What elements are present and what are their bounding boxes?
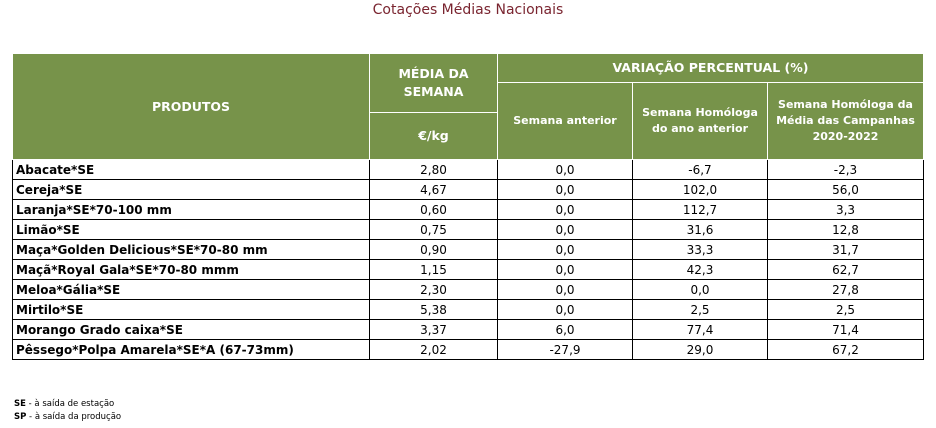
media-cell: 4,67 bbox=[370, 180, 498, 200]
legend-text: - à saída de estação bbox=[26, 399, 114, 409]
homologa-ano-cell: 102,0 bbox=[633, 180, 768, 200]
homologa-campanhas-cell: 56,0 bbox=[768, 180, 924, 200]
homologa-campanhas-cell: 62,7 bbox=[768, 260, 924, 280]
homologa-ano-cell: 2,5 bbox=[633, 300, 768, 320]
table-body: Abacate*SE 2,80 0,0 -6,7 -2,3 Cereja*SE 4,67 0,… bbox=[13, 160, 924, 360]
product-cell: Mirtilo*SE bbox=[13, 300, 370, 320]
legend-text: - à saída da produção bbox=[26, 412, 121, 422]
semana-anterior-cell: 0,0 bbox=[498, 180, 633, 200]
legend-sp: SP - à saída da produção bbox=[14, 412, 121, 422]
homologa-ano-cell: 0,0 bbox=[633, 280, 768, 300]
homologa-ano-cell: 112,7 bbox=[633, 200, 768, 220]
legend-se: SE - à saída de estação bbox=[14, 399, 114, 409]
product-cell: Pêssego*Polpa Amarela*SE*A (67-73mm) bbox=[13, 340, 370, 360]
product-cell: Cereja*SE bbox=[13, 180, 370, 200]
header-homologa-ano: Semana Homóloga do ano anterior bbox=[633, 83, 768, 160]
product-cell: Maçã*Royal Gala*SE*70-80 mmm bbox=[13, 260, 370, 280]
table-row: Cereja*SE 4,67 0,0 102,0 56,0 bbox=[13, 180, 924, 200]
table-row: Limão*SE 0,75 0,0 31,6 12,8 bbox=[13, 220, 924, 240]
media-cell: 0,75 bbox=[370, 220, 498, 240]
header-produtos: PRODUTOS bbox=[13, 54, 370, 160]
homologa-ano-cell: 29,0 bbox=[633, 340, 768, 360]
product-cell: Abacate*SE bbox=[13, 160, 370, 180]
homologa-ano-cell: 31,6 bbox=[633, 220, 768, 240]
quotations-table: PRODUTOS MÉDIA DA SEMANA VARIAÇÃO PERCEN… bbox=[12, 53, 924, 360]
product-cell: Maça*Golden Delicious*SE*70-80 mm bbox=[13, 240, 370, 260]
header-homologa-campanhas: Semana Homóloga da Média das Campanhas 2… bbox=[768, 83, 924, 160]
product-cell: Meloa*Gália*SE bbox=[13, 280, 370, 300]
semana-anterior-cell: 0,0 bbox=[498, 200, 633, 220]
page-title: Cotações Médias Nacionais bbox=[0, 2, 936, 18]
homologa-campanhas-cell: 2,5 bbox=[768, 300, 924, 320]
media-cell: 0,90 bbox=[370, 240, 498, 260]
legend-code: SE bbox=[14, 399, 26, 409]
homologa-ano-cell: 42,3 bbox=[633, 260, 768, 280]
table-row: Maça*Golden Delicious*SE*70-80 mm 0,90 0,0… bbox=[13, 240, 924, 260]
homologa-campanhas-cell: 71,4 bbox=[768, 320, 924, 340]
semana-anterior-cell: 6,0 bbox=[498, 320, 633, 340]
media-cell: 2,02 bbox=[370, 340, 498, 360]
header-semana-anterior: Semana anterior bbox=[498, 83, 633, 160]
semana-anterior-cell: -27,9 bbox=[498, 340, 633, 360]
homologa-ano-cell: 33,3 bbox=[633, 240, 768, 260]
table-row: Mirtilo*SE 5,38 0,0 2,5 2,5 bbox=[13, 300, 924, 320]
table-row: Laranja*SE*70-100 mm 0,60 0,0 112,7 3,3 bbox=[13, 200, 924, 220]
media-cell: 2,80 bbox=[370, 160, 498, 180]
homologa-campanhas-cell: 27,8 bbox=[768, 280, 924, 300]
header-unit: €/kg bbox=[370, 113, 498, 160]
product-cell: Laranja*SE*70-100 mm bbox=[13, 200, 370, 220]
legend-code: SP bbox=[14, 412, 26, 422]
homologa-campanhas-cell: -2,3 bbox=[768, 160, 924, 180]
product-cell: Morango Grado caixa*SE bbox=[13, 320, 370, 340]
homologa-campanhas-cell: 67,2 bbox=[768, 340, 924, 360]
media-cell: 2,30 bbox=[370, 280, 498, 300]
semana-anterior-cell: 0,0 bbox=[498, 160, 633, 180]
media-cell: 0,60 bbox=[370, 200, 498, 220]
semana-anterior-cell: 0,0 bbox=[498, 220, 633, 240]
table-row: Abacate*SE 2,80 0,0 -6,7 -2,3 bbox=[13, 160, 924, 180]
table-row: Maçã*Royal Gala*SE*70-80 mmm 1,15 0,0 42,3 6… bbox=[13, 260, 924, 280]
homologa-ano-cell: 77,4 bbox=[633, 320, 768, 340]
table-row: Morango Grado caixa*SE 3,37 6,0 77,4 71,4 bbox=[13, 320, 924, 340]
homologa-campanhas-cell: 12,8 bbox=[768, 220, 924, 240]
table-row: Meloa*Gália*SE 2,30 0,0 0,0 27,8 bbox=[13, 280, 924, 300]
semana-anterior-cell: 0,0 bbox=[498, 300, 633, 320]
table-row: Pêssego*Polpa Amarela*SE*A (67-73mm) 2,02… bbox=[13, 340, 924, 360]
homologa-campanhas-cell: 3,3 bbox=[768, 200, 924, 220]
header-media-semana: MÉDIA DA SEMANA bbox=[370, 54, 498, 113]
media-cell: 5,38 bbox=[370, 300, 498, 320]
media-cell: 3,37 bbox=[370, 320, 498, 340]
homologa-ano-cell: -6,7 bbox=[633, 160, 768, 180]
header-variacao: VARIAÇÃO PERCENTUAL (%) bbox=[498, 54, 924, 83]
homologa-campanhas-cell: 31,7 bbox=[768, 240, 924, 260]
product-cell: Limão*SE bbox=[13, 220, 370, 240]
semana-anterior-cell: 0,0 bbox=[498, 280, 633, 300]
semana-anterior-cell: 0,0 bbox=[498, 240, 633, 260]
semana-anterior-cell: 0,0 bbox=[498, 260, 633, 280]
media-cell: 1,15 bbox=[370, 260, 498, 280]
